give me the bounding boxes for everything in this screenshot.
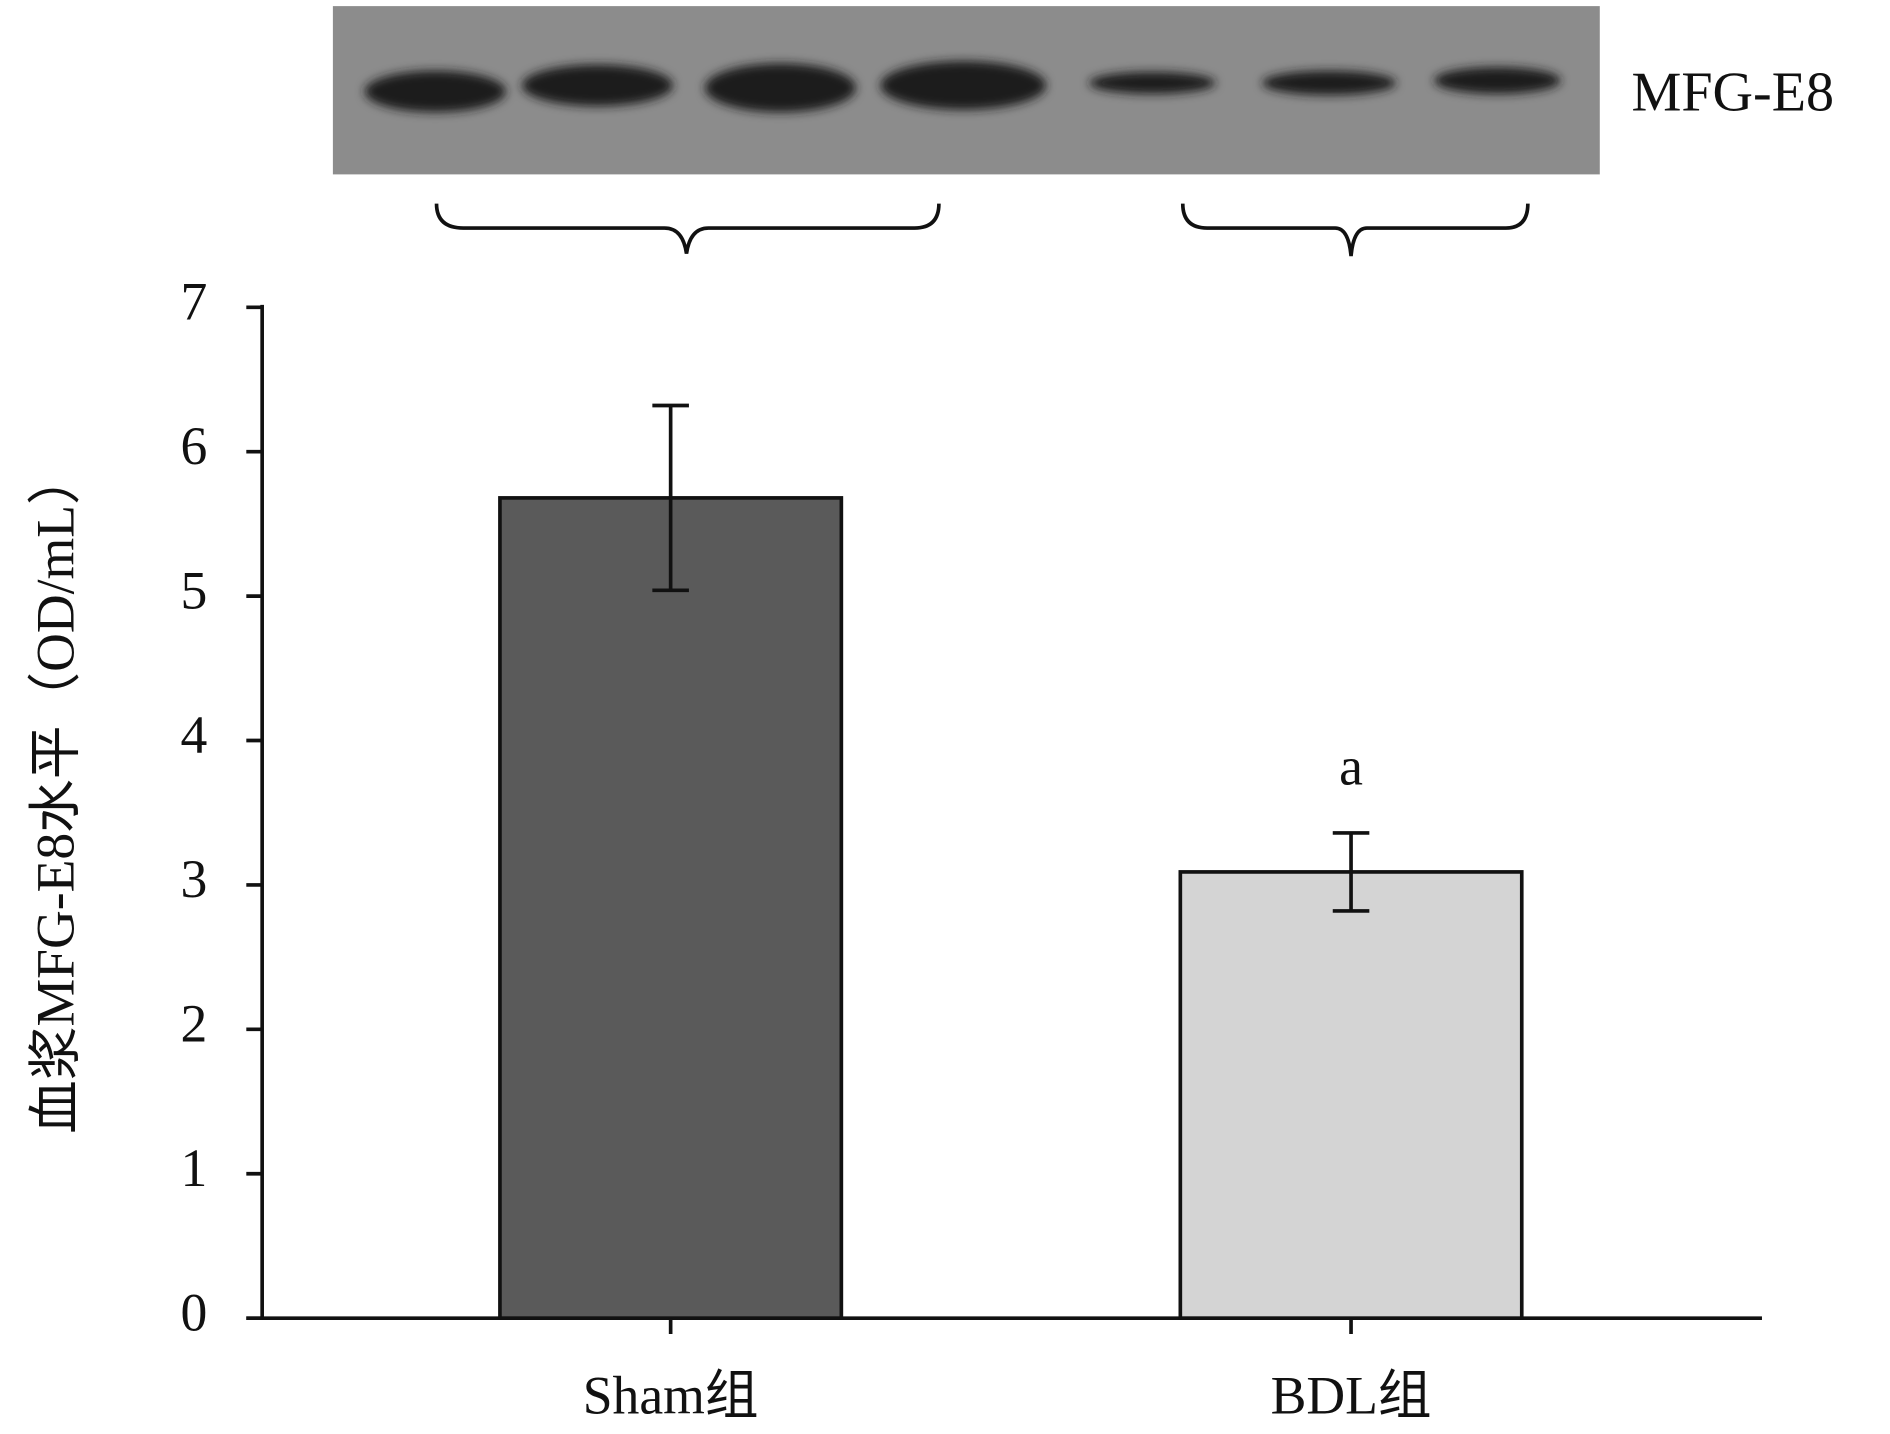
error-bar: [1332, 831, 1370, 913]
y-axis-title: 血浆MFG-E8水平（OD/mL）: [25, 451, 85, 1133]
significance-label: a: [1339, 736, 1363, 796]
y-tick-label: 4: [180, 705, 207, 765]
y-tick-label: 5: [180, 560, 207, 620]
blot-label: MFG-E8: [1631, 61, 1834, 123]
y-tick-label: 7: [180, 272, 207, 332]
bar: [498, 496, 844, 1320]
group-brace: [434, 203, 941, 254]
y-tick-label: 2: [180, 994, 207, 1054]
y-tick-label: 0: [180, 1282, 207, 1342]
x-tick-label: Sham组: [583, 1365, 759, 1425]
western-blot: [332, 6, 1600, 175]
y-tick-label: 6: [180, 416, 207, 476]
error-bar: [652, 403, 689, 593]
group-brace: [1180, 203, 1530, 257]
y-tick-label: 1: [180, 1138, 207, 1198]
bar: [1178, 870, 1524, 1320]
x-tick-label: BDL组: [1271, 1365, 1432, 1425]
y-tick-label: 3: [180, 849, 207, 909]
